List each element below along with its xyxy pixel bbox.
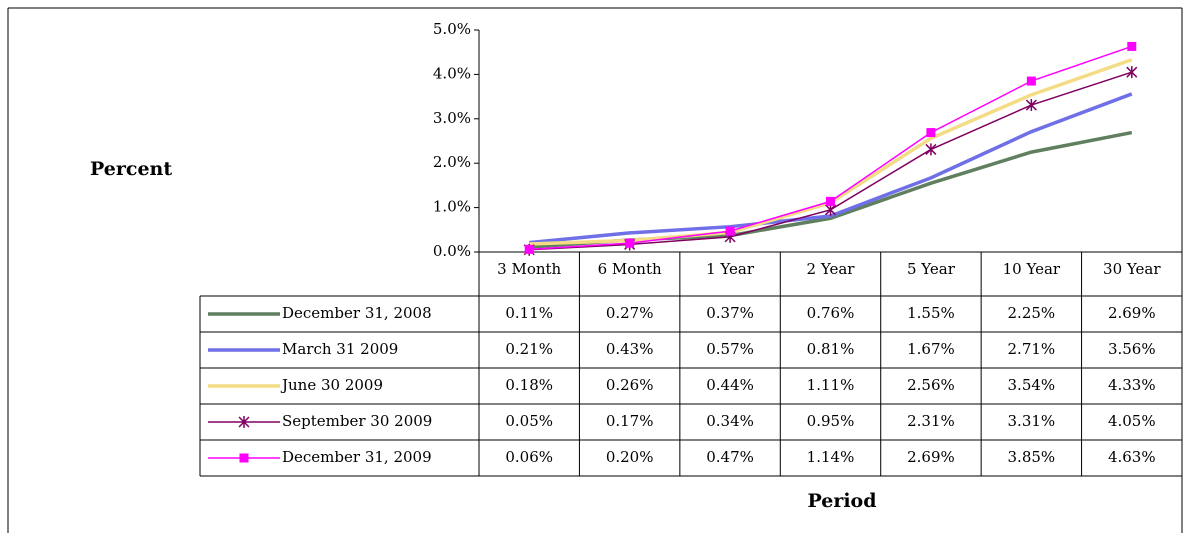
- marker: [925, 143, 937, 156]
- y-axis-title: Percent: [90, 158, 172, 180]
- x-tick-label: 6 Month: [598, 260, 662, 278]
- table-cell: 3.54%: [1008, 376, 1056, 394]
- y-tick-label: 0.0%: [433, 242, 471, 260]
- table-cell: 2.56%: [907, 376, 955, 394]
- series-line: [529, 71, 1133, 251]
- series-line: [529, 92, 1133, 245]
- y-tick-label: 1.0%: [433, 198, 471, 216]
- table-cell: 0.06%: [505, 448, 553, 466]
- table-cell: 0.44%: [706, 376, 754, 394]
- legend-label: December 31, 2009: [282, 448, 432, 466]
- table-cell: 0.76%: [807, 304, 855, 322]
- table-cell: 0.27%: [606, 304, 654, 322]
- table-cell: 3.56%: [1108, 340, 1156, 358]
- table-cell: 2.69%: [1108, 304, 1156, 322]
- x-tick-label: 1 Year: [706, 260, 755, 278]
- legend-label: June 30 2009: [280, 376, 383, 394]
- table-cell: 0.17%: [606, 412, 654, 430]
- table-cell: 0.34%: [706, 412, 754, 430]
- table-cell: 4.63%: [1108, 448, 1156, 466]
- x-tick-label: 2 Year: [807, 260, 856, 278]
- table-cell: 0.20%: [606, 448, 654, 466]
- table-cell: 0.18%: [505, 376, 553, 394]
- x-tick-label: 10 Year: [1003, 260, 1061, 278]
- table-cell: 2.31%: [907, 412, 955, 430]
- table-cell: 3.85%: [1008, 448, 1056, 466]
- marker: [238, 416, 250, 428]
- x-tick-label: 5 Year: [907, 260, 956, 278]
- y-tick-label: 4.0%: [433, 64, 471, 82]
- table-cell: 2.69%: [907, 448, 955, 466]
- marker: [239, 453, 249, 463]
- table-cell: 1.11%: [807, 376, 855, 394]
- legend-label: March 31 2009: [282, 340, 398, 358]
- legend-label: December 31, 2008: [282, 304, 432, 322]
- marker: [1025, 99, 1037, 112]
- table-cell: 0.47%: [706, 448, 754, 466]
- x-tick-label: 30 Year: [1103, 260, 1161, 278]
- table-cell: 4.33%: [1108, 376, 1156, 394]
- table-cell: 1.67%: [907, 340, 955, 358]
- marker: [625, 238, 635, 248]
- table-cell: 0.05%: [505, 412, 553, 430]
- table-cell: 0.57%: [706, 340, 754, 358]
- table-cell: 0.95%: [807, 412, 855, 430]
- marker: [524, 244, 534, 254]
- marker: [826, 196, 835, 206]
- table-cell: 1.14%: [807, 448, 855, 466]
- y-tick-label: 3.0%: [433, 109, 471, 127]
- table-cell: 2.25%: [1008, 304, 1056, 322]
- table-cell: 3.31%: [1008, 412, 1056, 430]
- marker: [725, 226, 735, 236]
- series-line: [529, 130, 1133, 249]
- marker: [926, 128, 936, 138]
- table-cell: 1.55%: [907, 304, 955, 322]
- x-tick-label: 3 Month: [497, 260, 561, 278]
- table-cell: 4.05%: [1108, 412, 1156, 430]
- table-cell: 0.81%: [807, 340, 855, 358]
- table-cell: 0.43%: [606, 340, 654, 358]
- table-cell: 0.37%: [706, 304, 754, 322]
- x-axis-title: Period: [807, 490, 876, 512]
- marker: [1127, 41, 1137, 51]
- marker: [1126, 66, 1138, 79]
- table-cell: 0.11%: [505, 304, 553, 322]
- marker: [1026, 76, 1036, 86]
- legend-label: September 30 2009: [282, 412, 432, 430]
- table-cell: 0.26%: [606, 376, 654, 394]
- y-tick-label: 5.0%: [433, 20, 471, 38]
- y-tick-label: 2.0%: [433, 153, 471, 171]
- table-cell: 0.21%: [505, 340, 553, 358]
- table-cell: 2.71%: [1008, 340, 1056, 358]
